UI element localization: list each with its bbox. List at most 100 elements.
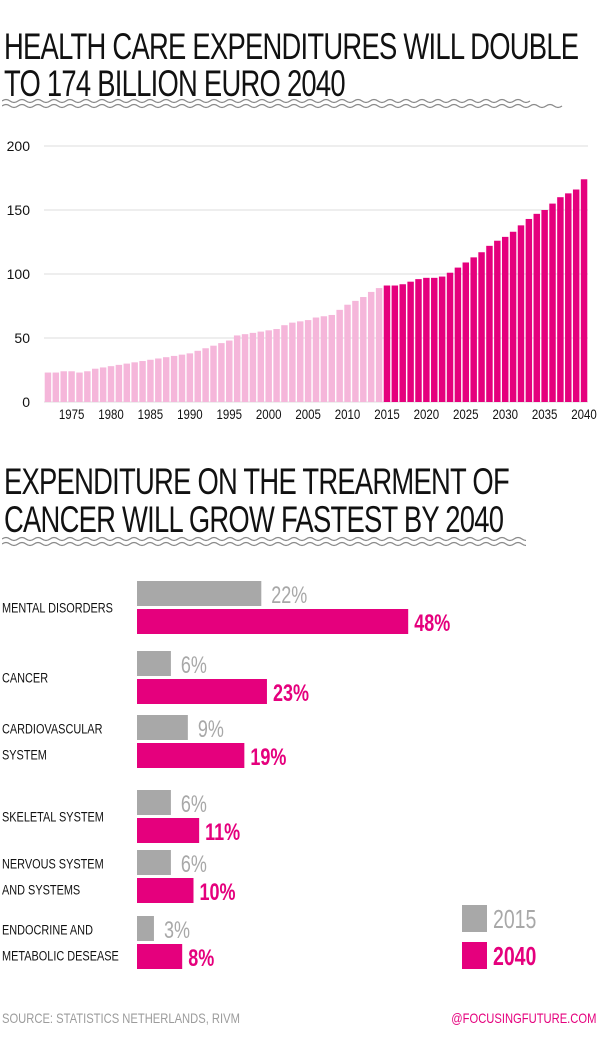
value-label-2015: 3% bbox=[164, 918, 190, 944]
bar-2029 bbox=[494, 240, 501, 402]
bar-2039 bbox=[572, 189, 580, 402]
bar-2004 bbox=[297, 321, 304, 402]
legend-2040: 2040 bbox=[462, 941, 536, 971]
bar-1988 bbox=[170, 355, 178, 402]
y-tick-label: 200 bbox=[7, 138, 31, 154]
bar-2015 bbox=[137, 651, 171, 676]
bar-1976 bbox=[76, 372, 83, 402]
bar-2030 bbox=[501, 236, 509, 402]
bar-1980 bbox=[107, 366, 115, 402]
wavy-divider-2 bbox=[2, 536, 526, 547]
bar-2032 bbox=[517, 225, 525, 402]
bar-2015 bbox=[383, 285, 391, 402]
bar-1974 bbox=[60, 371, 67, 402]
y-tick-label: 0 bbox=[22, 394, 30, 410]
bar-2040 bbox=[137, 743, 245, 768]
category-label: CANCER bbox=[2, 670, 48, 686]
legend-2015: 2015 bbox=[462, 904, 536, 934]
value-label-2015: 6% bbox=[181, 653, 207, 679]
bar-2015 bbox=[137, 790, 171, 815]
value-label-2040: 48% bbox=[414, 611, 450, 637]
x-tick-label: 2000 bbox=[256, 406, 282, 422]
bar-2011 bbox=[352, 300, 359, 402]
bar-1984 bbox=[139, 361, 146, 402]
value-label-2040: 11% bbox=[205, 820, 240, 846]
bar-1994 bbox=[218, 343, 225, 402]
source-note: SOURCE: STATISTICS NETHERLANDS, RIVM bbox=[2, 1010, 240, 1026]
bar-1991 bbox=[194, 350, 201, 402]
bar-1979 bbox=[99, 367, 107, 402]
bar-1995 bbox=[226, 340, 233, 402]
disease-category-bar-chart: MENTAL DISORDERS 22% 48% CANCER 6% 23% CARDIOV… bbox=[2, 581, 536, 972]
bar-2013 bbox=[367, 291, 375, 402]
category-label: METABOLIC DESEASE bbox=[2, 948, 119, 964]
value-label-2040: 10% bbox=[200, 880, 236, 906]
bar-2014 bbox=[375, 288, 383, 402]
x-tick-label: 1975 bbox=[59, 406, 85, 422]
bar-2001 bbox=[273, 329, 280, 402]
bar-2035 bbox=[541, 210, 548, 402]
bar-1996 bbox=[233, 335, 241, 402]
bar-1986 bbox=[155, 358, 162, 402]
bar-2038 bbox=[565, 193, 572, 402]
category-label: SKELETAL SYSTEM bbox=[2, 809, 104, 825]
bar-2015 bbox=[137, 715, 188, 740]
bar-2012 bbox=[360, 297, 367, 402]
category-label: NERVOUS SYSTEM bbox=[2, 856, 104, 872]
bar-2040 bbox=[137, 818, 200, 843]
bar-2006 bbox=[312, 317, 320, 402]
legend-swatch bbox=[462, 905, 487, 932]
bar-2040 bbox=[137, 944, 183, 969]
bar-2023 bbox=[446, 272, 454, 402]
bar-2024 bbox=[454, 267, 462, 402]
bar-2031 bbox=[509, 231, 517, 402]
value-label-2040: 8% bbox=[188, 946, 214, 972]
bar-2040 bbox=[580, 179, 588, 402]
bar-2026 bbox=[470, 257, 477, 402]
bar-2016 bbox=[391, 285, 399, 402]
bar-2003 bbox=[289, 322, 296, 402]
bar-2040 bbox=[137, 679, 267, 704]
bar-1977 bbox=[84, 371, 91, 402]
expenditure-column-chart: 0 50 100 150 200 1975 1980 1985 1990 1995 2000 2005… bbox=[7, 138, 597, 422]
value-label-2015: 6% bbox=[181, 852, 207, 878]
bar-1992 bbox=[202, 348, 209, 402]
x-tick-label: 2030 bbox=[492, 406, 518, 422]
bar-1975 bbox=[68, 371, 75, 402]
bar-1993 bbox=[210, 345, 217, 402]
bar-2025 bbox=[462, 262, 470, 402]
x-tick-label: 1985 bbox=[138, 406, 164, 422]
credit-link[interactable]: @FOCUSINGFUTURE.COM bbox=[450, 1010, 596, 1026]
legend-label: 2015 bbox=[493, 904, 536, 933]
bar-1982 bbox=[123, 363, 131, 402]
value-label-2015: 9% bbox=[198, 717, 224, 743]
bar-2020 bbox=[423, 277, 430, 402]
category-label: SYSTEM bbox=[2, 747, 47, 763]
x-tick-label: 2005 bbox=[295, 406, 321, 422]
bar-2034 bbox=[533, 213, 540, 402]
x-tick-label: 1990 bbox=[177, 406, 203, 422]
bar-2021 bbox=[431, 277, 438, 402]
y-tick-label: 150 bbox=[7, 202, 31, 218]
bar-2022 bbox=[438, 276, 446, 402]
bar-1983 bbox=[131, 362, 138, 402]
value-label-2040: 23% bbox=[273, 681, 309, 707]
x-tick-label: 2025 bbox=[453, 406, 479, 422]
bar-2000 bbox=[265, 330, 272, 402]
bar-1973 bbox=[52, 372, 60, 402]
bar-1998 bbox=[249, 332, 257, 402]
bar-1981 bbox=[115, 364, 123, 402]
x-tick-label: 1995 bbox=[217, 406, 243, 422]
bar-2018 bbox=[407, 281, 414, 402]
bar-2028 bbox=[486, 245, 493, 402]
headline-2-line-1: EXPENDITURE ON THE TREARMENT OF bbox=[4, 461, 510, 502]
category-label: CARDIOVASCULAR bbox=[2, 721, 102, 737]
bar-1997 bbox=[241, 334, 249, 402]
bar-2010 bbox=[344, 304, 351, 402]
legend-swatch bbox=[462, 942, 487, 969]
bar-2040 bbox=[137, 609, 409, 634]
bar-1987 bbox=[162, 357, 170, 402]
bar-2005 bbox=[304, 320, 312, 402]
y-tick-label: 50 bbox=[14, 330, 30, 346]
legend-label: 2040 bbox=[493, 941, 536, 970]
